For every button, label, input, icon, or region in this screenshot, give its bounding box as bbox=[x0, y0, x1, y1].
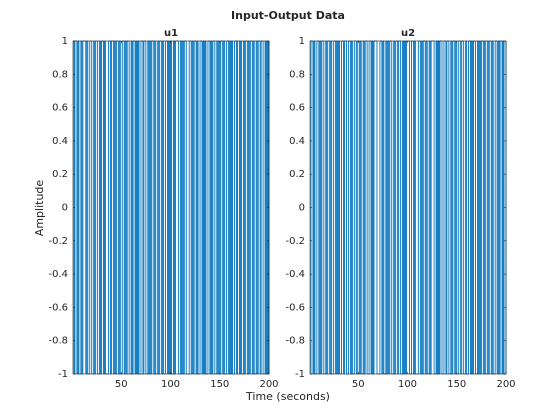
x-tick-label: 50 bbox=[115, 379, 128, 390]
x-tick-label: 200 bbox=[496, 379, 515, 390]
y-tick-label: 0 bbox=[299, 203, 305, 214]
y-tick-label: 0.2 bbox=[289, 169, 305, 180]
x-tick-label: 150 bbox=[210, 379, 229, 390]
y-tick-label: 0.6 bbox=[52, 103, 68, 114]
y-tick-label: 0 bbox=[62, 203, 68, 214]
y-tick-label: 0.4 bbox=[52, 136, 68, 147]
y-tick-label: 1 bbox=[299, 36, 305, 47]
y-tick-label: 0.4 bbox=[289, 136, 305, 147]
y-tick-label: 1 bbox=[62, 36, 68, 47]
y-axis-label: Amplitude bbox=[33, 180, 46, 237]
x-tick-label: 100 bbox=[161, 379, 180, 390]
y-tick-label: -0.8 bbox=[285, 336, 305, 347]
x-tick-label: 50 bbox=[352, 379, 365, 390]
y-tick-label: -0.4 bbox=[285, 269, 305, 280]
chart-title: Input-Output Data bbox=[231, 9, 345, 22]
y-tick-label: -1 bbox=[58, 369, 68, 380]
x-tick-label: 150 bbox=[447, 379, 466, 390]
y-tick-label: 0.8 bbox=[52, 69, 68, 80]
series-u1 bbox=[73, 40, 270, 375]
series-u2 bbox=[310, 40, 507, 375]
y-tick-label: 0.8 bbox=[289, 69, 305, 80]
subplot-title: u1 bbox=[164, 28, 178, 39]
y-tick-label: -1 bbox=[295, 369, 305, 380]
y-tick-label: -0.6 bbox=[285, 302, 305, 313]
x-tick-label: 100 bbox=[398, 379, 417, 390]
x-tick-label: 200 bbox=[259, 379, 278, 390]
y-tick-label: -0.6 bbox=[48, 302, 68, 313]
y-tick-label: -0.2 bbox=[285, 236, 305, 247]
y-tick-label: -0.2 bbox=[48, 236, 68, 247]
subplot-title: u2 bbox=[401, 28, 415, 39]
y-tick-label: -0.8 bbox=[48, 336, 68, 347]
y-tick-label: -0.4 bbox=[48, 269, 68, 280]
y-tick-label: 0.6 bbox=[289, 103, 305, 114]
x-axis-label: Time (seconds) bbox=[245, 390, 330, 403]
y-tick-label: 0.2 bbox=[52, 169, 68, 180]
